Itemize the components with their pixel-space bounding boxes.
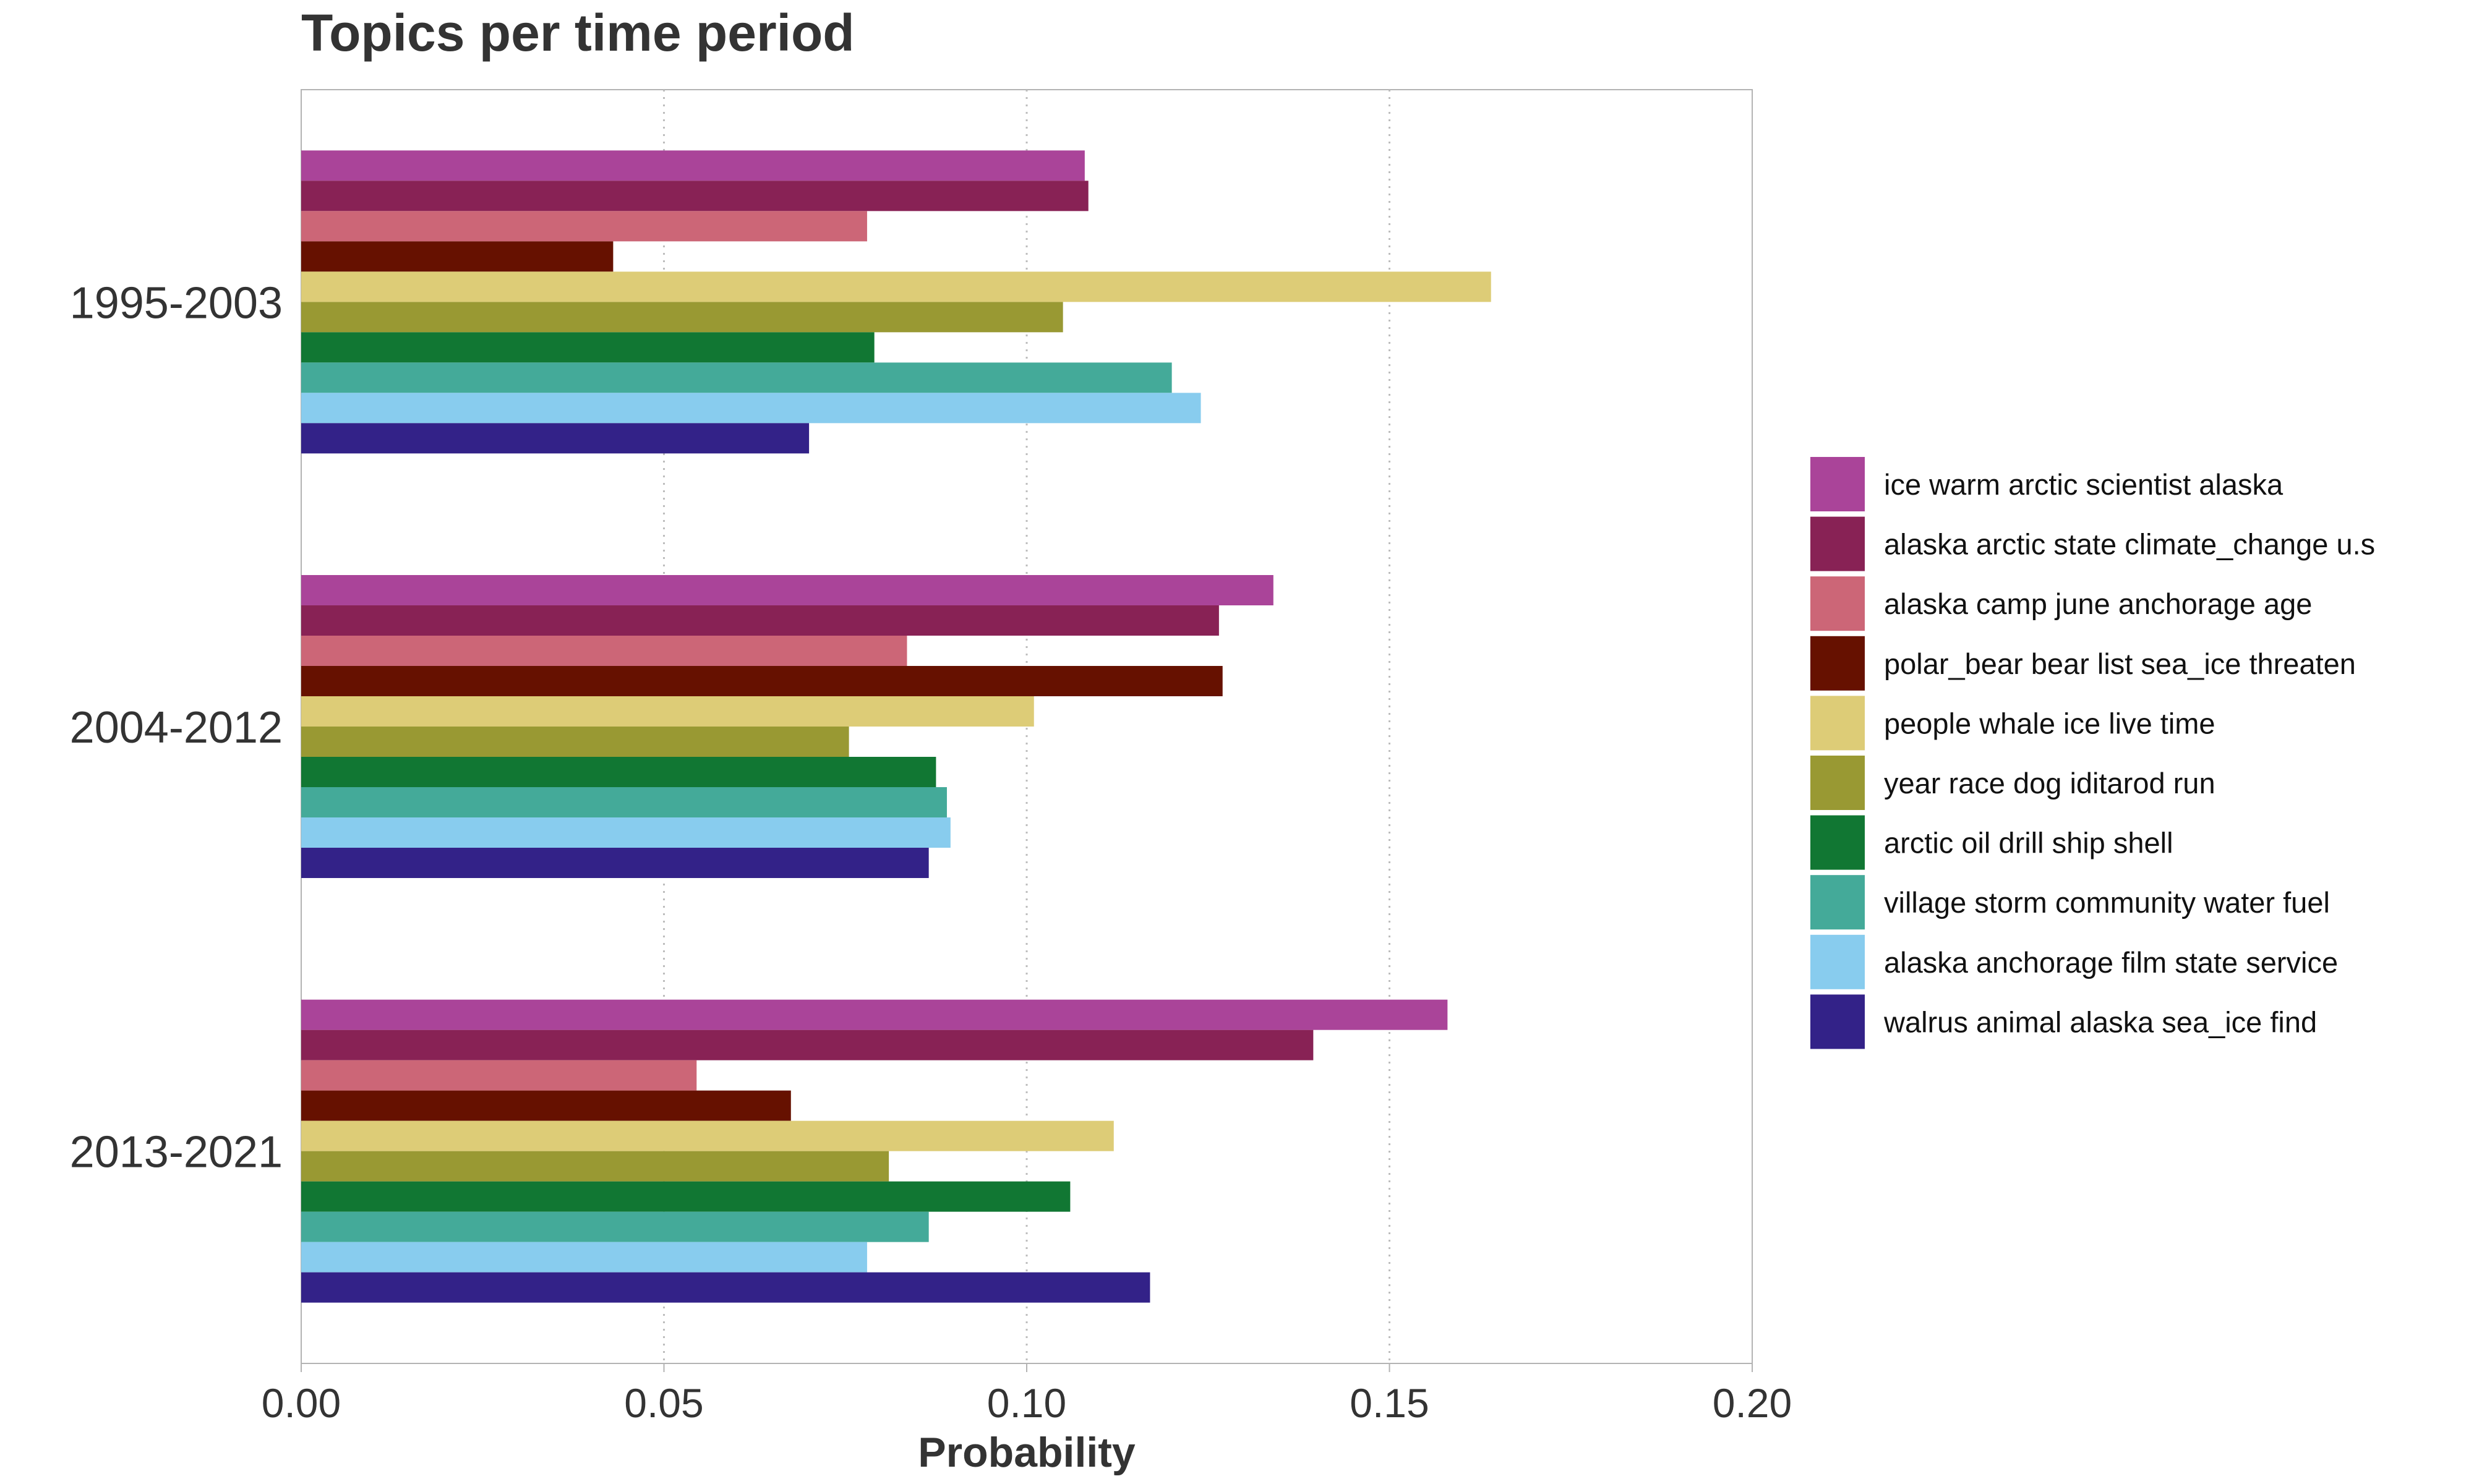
- bar-2004-2012-series-10: [301, 848, 929, 878]
- bar-2004-2012-series-7: [301, 757, 936, 787]
- legend-label-3: alaska camp june anchorage age: [1884, 587, 2312, 620]
- legend-label-7: arctic oil drill ship shell: [1884, 827, 2173, 859]
- bar-2013-2021-series-4: [301, 1090, 791, 1121]
- bar-1995-2003-series-3: [301, 211, 867, 242]
- legend-label-5: people whale ice live time: [1884, 707, 2215, 740]
- bar-2004-2012-series-8: [301, 787, 947, 817]
- bar-2004-2012-series-2: [301, 605, 1219, 636]
- bar-2004-2012-series-4: [301, 666, 1223, 696]
- y-tick-label-2013-2021: 2013-2021: [70, 1128, 283, 1177]
- bar-2013-2021-series-7: [301, 1181, 1071, 1212]
- bar-1995-2003-series-4: [301, 241, 614, 272]
- y-tick-label-1995-2003: 1995-2003: [70, 278, 283, 328]
- bar-1995-2003-series-5: [301, 271, 1491, 302]
- bar-1995-2003-series-8: [301, 362, 1172, 393]
- legend-swatch-6: [1810, 756, 1865, 810]
- x-tick-label-4: 0.20: [1713, 1380, 1792, 1426]
- bar-2013-2021-series-10: [301, 1272, 1150, 1303]
- bar-2013-2021-series-2: [301, 1030, 1314, 1060]
- bar-2013-2021-series-3: [301, 1060, 697, 1091]
- bar-1995-2003-series-2: [301, 181, 1089, 211]
- x-tick-label-2: 0.10: [987, 1380, 1066, 1426]
- bar-2004-2012-series-6: [301, 727, 849, 757]
- legend-swatch-10: [1810, 994, 1865, 1049]
- legend-label-9: alaska anchorage film state service: [1884, 946, 2338, 979]
- legend-swatch-2: [1810, 516, 1865, 571]
- x-tick-label-1: 0.05: [624, 1380, 703, 1426]
- legend-swatch-4: [1810, 636, 1865, 691]
- bar-1995-2003-series-10: [301, 423, 810, 454]
- legend-swatch-1: [1810, 457, 1865, 511]
- x-axis-title: Probability: [918, 1429, 1136, 1476]
- bars: [301, 150, 1491, 1303]
- x-axis-labels: 0.00 0.05 0.10 0.15 0.20: [262, 1363, 1792, 1426]
- y-tick-label-2004-2012: 2004-2012: [70, 703, 283, 753]
- bar-2013-2021-series-5: [301, 1120, 1114, 1151]
- legend-swatch-3: [1810, 576, 1865, 631]
- legend: ice warm arctic scientist alaska alaska a…: [1810, 457, 2375, 1049]
- legend-label-8: village storm community water fuel: [1884, 886, 2330, 919]
- bar-2004-2012-series-9: [301, 817, 951, 848]
- y-axis-labels: 1995-2003 2004-2012 2013-2021: [70, 278, 283, 1177]
- x-tick-label-3: 0.15: [1350, 1380, 1429, 1426]
- chart-title: Topics per time period: [301, 4, 855, 62]
- bar-2004-2012-series-5: [301, 696, 1034, 727]
- bar-2013-2021-series-8: [301, 1211, 929, 1242]
- bar-2004-2012-series-3: [301, 636, 907, 666]
- legend-label-1: ice warm arctic scientist alaska: [1884, 468, 2284, 501]
- legend-swatch-8: [1810, 875, 1865, 930]
- legend-swatch-5: [1810, 696, 1865, 751]
- bar-1995-2003-series-9: [301, 393, 1201, 424]
- bar-2013-2021-series-9: [301, 1242, 867, 1273]
- bar-1995-2003-series-6: [301, 302, 1063, 333]
- x-tick-label-0: 0.00: [262, 1380, 341, 1426]
- legend-label-6: year race dog iditarod run: [1884, 767, 2215, 800]
- legend-label-4: polar_bear bear list sea_ice threaten: [1884, 647, 2356, 680]
- bar-2004-2012-series-1: [301, 575, 1273, 605]
- bar-2013-2021-series-6: [301, 1151, 889, 1182]
- legend-swatch-9: [1810, 934, 1865, 989]
- legend-label-10: walrus animal alaska sea_ice find: [1883, 1005, 2317, 1038]
- bar-2013-2021-series-1: [301, 999, 1448, 1030]
- legend-swatch-7: [1810, 815, 1865, 870]
- bar-1995-2003-series-1: [301, 150, 1085, 181]
- legend-label-2: alaska arctic state climate_change u.s: [1884, 528, 2375, 561]
- bar-1995-2003-series-7: [301, 332, 875, 363]
